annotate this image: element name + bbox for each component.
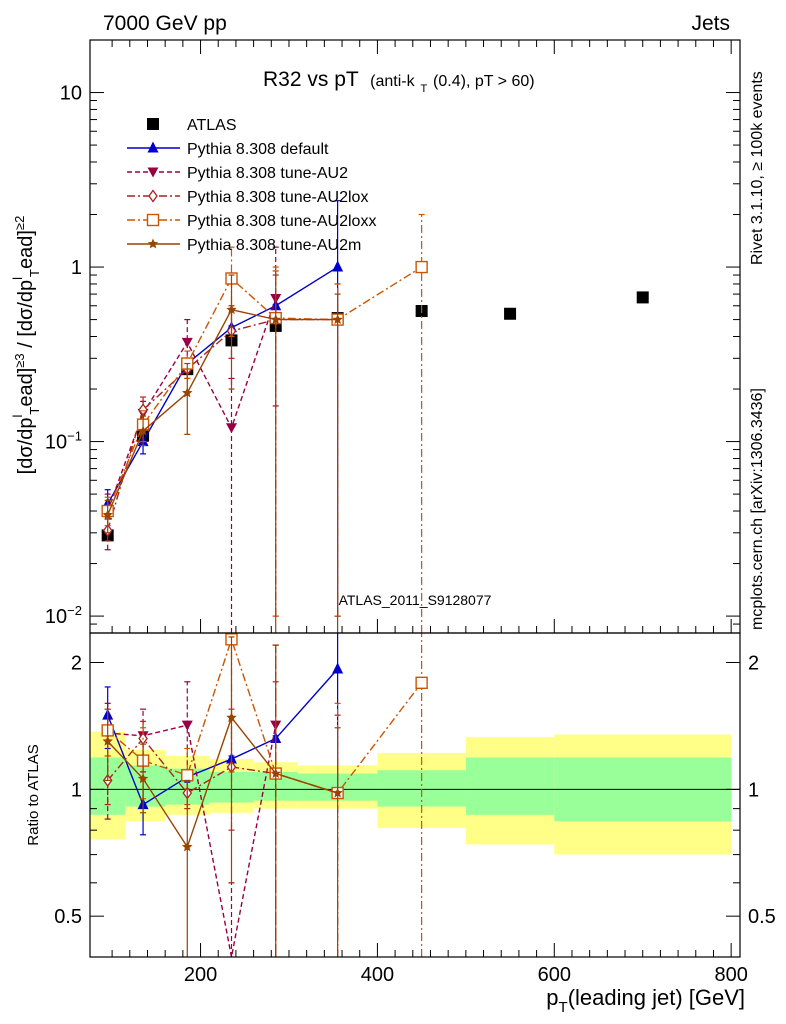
ratio-y-tick-label: 1: [71, 779, 82, 801]
legend-label: ATLAS: [187, 117, 237, 134]
legend-entry: Pythia 8.308 default: [127, 141, 329, 158]
main-marker: [181, 337, 193, 348]
legend-marker: [147, 118, 159, 130]
main-marker: [225, 423, 237, 434]
legend-label: Pythia 8.308 tune-AU2loxx: [187, 213, 376, 230]
main-marker: [332, 260, 344, 272]
ratio-line: [107, 668, 339, 806]
main-marker: [636, 291, 649, 304]
rivet-version-label: Rivet 3.1.10, ≥ 100k events: [749, 71, 766, 265]
ratio-marker: [415, 676, 428, 690]
main-marker: [332, 314, 343, 324]
ratio-y-tick-label-right: 1: [748, 779, 759, 801]
legend-marker: [147, 238, 159, 249]
main-line: [107, 298, 277, 512]
ratio-y-tick-label-right: 2: [748, 653, 759, 675]
main-series-pythia-8-308-tune-au2m: [102, 270, 343, 633]
header-energy: 7000 GeV pp: [103, 12, 227, 35]
legend-marker: [148, 189, 158, 203]
legend-entry: ATLAS: [147, 117, 237, 134]
legend-marker: [147, 141, 159, 153]
analysis-watermark: ATLAS_2011_S9128077: [339, 592, 492, 608]
legend-entry: Pythia 8.308 tune-AU2m: [127, 237, 361, 254]
x-axis: 200 400 600 800: [111, 40, 748, 986]
ratio-line: [107, 716, 338, 849]
xlabel: pT(leading jet) [GeV]: [546, 985, 745, 1016]
ratio-marker: [270, 768, 281, 778]
main-series-atlas: [101, 291, 649, 542]
main-marker: [415, 260, 428, 274]
x-tick-label: 600: [538, 964, 571, 986]
legend-label: Pythia 8.308 default: [187, 141, 329, 158]
band-inner: [465, 757, 555, 815]
main-series-pythia-8-308-default: [102, 200, 344, 617]
legend-entry: Pythia 8.308 tune-AU2lox: [127, 189, 368, 206]
y-tick-label: 10: [60, 83, 82, 105]
main-marker: [137, 425, 149, 436]
ratio-marker: [181, 720, 193, 731]
main-marker: [102, 509, 113, 520]
ratio-frame: [89, 632, 741, 958]
main-marker: [182, 387, 193, 398]
x-tick-label: 800: [714, 964, 747, 986]
legend-marker: [146, 213, 160, 227]
y-tick-label: 1: [71, 257, 82, 279]
title-main: R32 vs pT: [263, 68, 359, 91]
main-panel: 10−2 10−1 1 10 ATLAS Pythia 8.308 default Pyth…: [45, 39, 741, 634]
main-line: [107, 266, 423, 512]
title-sub: (anti-k: [370, 73, 415, 90]
ratio-y-axis: 0.5 0.5 1 1 2 2: [54, 653, 776, 958]
ratio-marker: [102, 735, 113, 746]
legend-entry: Pythia 8.308 tune-AU2loxx: [127, 213, 376, 230]
ratio-y-tick-label-right: 0.5: [748, 906, 776, 928]
y-tick-label: 10−2: [45, 603, 82, 628]
legend-entry: Pythia 8.308 tune-AU2: [127, 165, 348, 182]
x-tick-label: 400: [361, 964, 394, 986]
legend: ATLAS Pythia 8.308 default Pythia 8.308 tu…: [127, 117, 376, 254]
plot-title: R32 vs pT (anti-k T (0.4), pT > 60): [263, 68, 535, 97]
legend-marker: [147, 167, 159, 178]
main-line: [107, 266, 338, 505]
main-marker: [138, 403, 148, 417]
legend-label: Pythia 8.308 tune-AU2lox: [187, 189, 368, 206]
ratio-marker: [226, 712, 237, 723]
svg-text:[dσ/dplTead]≥3 / [dσ/dplTead]≥: [dσ/dplTead]≥3 / [dσ/dplTead]≥2: [10, 216, 42, 475]
title-sub-index: T: [420, 83, 427, 95]
ratio-marker: [181, 769, 194, 782]
ratio-marker: [137, 773, 149, 784]
ratio-panel: 0.5 0.5 1 1 2 2 200 400 600 800: [54, 40, 776, 986]
ratio-marker: [332, 662, 344, 674]
ratio-y-tick-label: 2: [71, 653, 82, 675]
ratio-marker: [182, 841, 193, 852]
main-marker: [270, 314, 281, 324]
main-series-pythia-8-308-tune-au2: [102, 246, 282, 633]
main-y-axis: 10−2 10−1 1 10: [45, 39, 740, 634]
main-marker: [226, 304, 237, 315]
xlabel-rest: (leading jet) [GeV]: [568, 985, 745, 1010]
x-tick-label: 200: [184, 964, 217, 986]
mcplots-label: mcplots.cern.ch [arXiv:1306.3436]: [749, 388, 766, 630]
main-line: [107, 308, 338, 516]
ratio-marker: [332, 787, 343, 798]
y-tick-label: 10−1: [45, 429, 82, 454]
main-marker: [504, 307, 517, 320]
ratio-series-pythia-8-308-tune-au2m: [102, 636, 343, 957]
xlabel-sub: T: [559, 999, 568, 1016]
main-ylabel: [dσ/dplTead]≥3 / [dσ/dplTead]≥2: [10, 216, 42, 475]
header-observable: Jets: [691, 12, 730, 35]
ratio-y-tick-label: 0.5: [54, 906, 82, 928]
legend-label: Pythia 8.308 tune-AU2: [187, 165, 348, 182]
title-sub-rest: (0.4), pT > 60): [433, 73, 535, 90]
ratio-ylabel: Ratio to ATLAS: [25, 744, 42, 845]
xlabel-main: p: [546, 985, 558, 1010]
legend-label: Pythia 8.308 tune-AU2m: [187, 237, 361, 254]
